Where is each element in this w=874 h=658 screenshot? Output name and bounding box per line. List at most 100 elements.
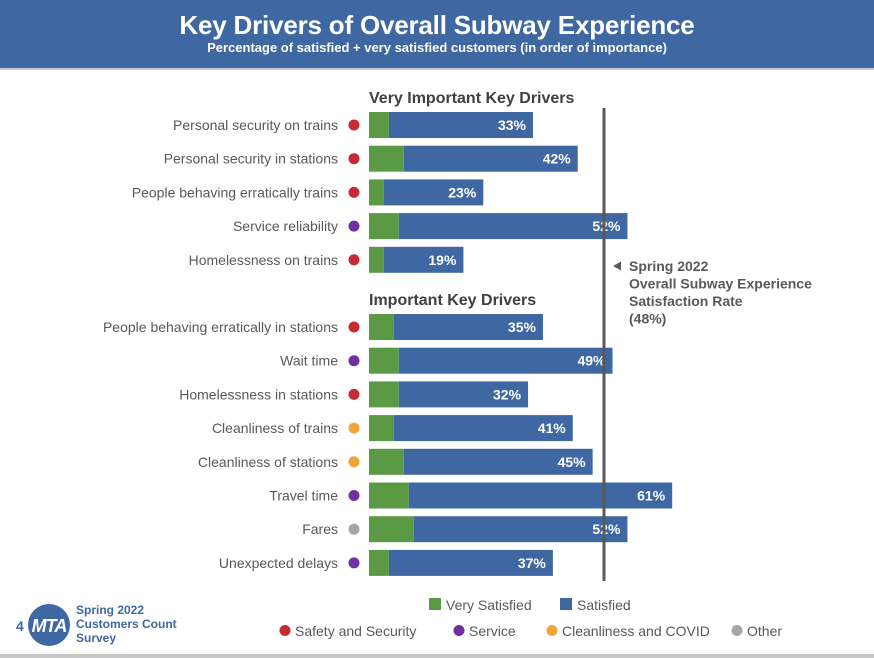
bar-row: Fares 52% xyxy=(302,516,628,543)
survey-title-line: Customers Count xyxy=(76,617,177,631)
survey-title-line: Spring 2022 xyxy=(76,603,144,617)
annotation-line: Overall Subway Experience xyxy=(629,276,812,292)
chart-title: Key Drivers of Overall Subway Experience xyxy=(179,10,695,40)
legend-item-very-satisfied: Very Satisfied xyxy=(429,597,532,613)
annotation-arrow xyxy=(613,261,621,271)
bar-value-label: 52% xyxy=(592,218,621,234)
very-satisfied-bar xyxy=(369,347,399,374)
legend-item-service: Service xyxy=(453,623,516,639)
legend-label: Other xyxy=(747,623,782,639)
very-satisfied-bar xyxy=(369,314,394,340)
bar-row: Homelessness on trains 19% xyxy=(189,246,464,273)
category-dot xyxy=(348,422,360,434)
survey-title-line: Survey xyxy=(76,631,116,645)
bar-value-label: 37% xyxy=(518,555,547,571)
category-dot xyxy=(348,220,360,232)
bar-value-label: 49% xyxy=(577,353,606,369)
category-dot xyxy=(348,355,360,367)
category-dot xyxy=(348,388,360,400)
bar-row: Travel time 61% xyxy=(269,482,673,509)
row-label: Homelessness on trains xyxy=(189,252,338,268)
very-satisfied-bar xyxy=(369,482,409,509)
mta-logo-text: MTA xyxy=(32,616,67,636)
bar-value-label: 33% xyxy=(498,117,527,133)
legend-dot xyxy=(279,625,291,636)
section-title: Important Key Drivers xyxy=(369,292,536,309)
bars-layer: Very Important Key Drivers Personal secur… xyxy=(103,90,673,576)
very-satisfied-bar xyxy=(369,415,394,442)
reference-annotation: Spring 2022 Overall Subway ExperienceSati… xyxy=(613,258,812,327)
bar-row: People behaving erratically trains 23% xyxy=(132,179,484,206)
category-dot xyxy=(348,254,360,266)
satisfied-bar xyxy=(413,516,628,543)
category-dot xyxy=(348,153,360,165)
bar-row: Homelessness in stations 32% xyxy=(179,381,529,408)
very-satisfied-bar xyxy=(369,448,404,475)
satisfied-bar xyxy=(393,314,543,340)
legend-item-other: Other xyxy=(731,623,782,639)
legend-label: Safety and Security xyxy=(295,623,416,639)
very-satisfied-bar xyxy=(369,516,414,543)
annotation-line: Spring 2022 xyxy=(629,258,709,274)
bottom-border xyxy=(0,654,874,658)
legend-item-cleanliness: Cleanliness and COVID xyxy=(546,623,710,639)
bar-row: Cleanliness of trains 41% xyxy=(212,415,573,442)
satisfied-bar xyxy=(388,112,534,138)
bar-row: Unexpected delays 37% xyxy=(219,549,553,576)
row-label: Wait time xyxy=(280,353,338,369)
satisfied-bar xyxy=(403,145,578,172)
very-satisfied-bar xyxy=(369,179,384,206)
satisfied-bar xyxy=(398,381,529,408)
category-dot xyxy=(348,557,360,569)
row-label: People behaving erratically in stations xyxy=(103,319,338,335)
row-label: Personal security in stations xyxy=(164,151,338,167)
satisfied-bar xyxy=(398,347,613,374)
category-dot xyxy=(348,119,360,131)
bar-row: Personal security on trains 33% xyxy=(173,112,534,138)
bar-value-label: 45% xyxy=(558,454,587,470)
chart-subtitle: Percentage of satisfied + very satisfied… xyxy=(207,40,667,55)
bar-value-label: 42% xyxy=(543,151,572,167)
legend: Very Satisfied Satisfied Safety and Securi… xyxy=(279,597,782,639)
very-satisfied-bar xyxy=(369,246,384,273)
annotation-line: (48%) xyxy=(629,311,666,327)
bar-value-label: 52% xyxy=(592,521,621,537)
row-label: Service reliability xyxy=(233,218,338,234)
bar-value-label: 23% xyxy=(448,184,477,200)
legend-item-satisfied: Satisfied xyxy=(560,597,631,613)
row-label: Fares xyxy=(302,521,338,537)
legend-label: Cleanliness and COVID xyxy=(562,623,710,639)
row-label: Cleanliness of stations xyxy=(198,454,338,470)
legend-swatch xyxy=(429,598,441,610)
category-dot xyxy=(348,321,360,333)
bar-value-label: 32% xyxy=(493,386,522,402)
bar-row: Personal security in stations 42% xyxy=(164,145,578,172)
bar-value-label: 41% xyxy=(538,420,567,436)
legend-dot xyxy=(731,625,743,636)
very-satisfied-bar xyxy=(369,145,404,172)
satisfied-bar xyxy=(393,415,573,442)
legend-label: Satisfied xyxy=(577,597,631,613)
legend-dot xyxy=(453,625,465,636)
category-dot xyxy=(348,523,360,535)
legend-label: Service xyxy=(469,623,516,639)
legend-swatch xyxy=(560,598,572,610)
bar-row: Service reliability 52% xyxy=(233,213,628,240)
annotation-line: Satisfaction Rate xyxy=(629,293,743,309)
satisfied-bar xyxy=(408,482,673,509)
very-satisfied-bar xyxy=(369,549,389,576)
legend-item-safety: Safety and Security xyxy=(279,623,416,639)
legend-dot xyxy=(546,625,558,636)
mta-logo xyxy=(28,604,70,646)
bar-value-label: 35% xyxy=(508,319,537,335)
bar-row: People behaving erratically in stations 3… xyxy=(103,314,543,340)
very-satisfied-bar xyxy=(369,213,399,240)
satisfied-bar xyxy=(383,246,464,273)
row-label: Travel time xyxy=(269,488,338,504)
bar-value-label: 61% xyxy=(637,488,666,504)
bar-row: Cleanliness of stations 45% xyxy=(198,448,593,475)
row-label: Unexpected delays xyxy=(219,555,338,571)
title-banner: Key Drivers of Overall Subway Experience… xyxy=(0,0,874,70)
